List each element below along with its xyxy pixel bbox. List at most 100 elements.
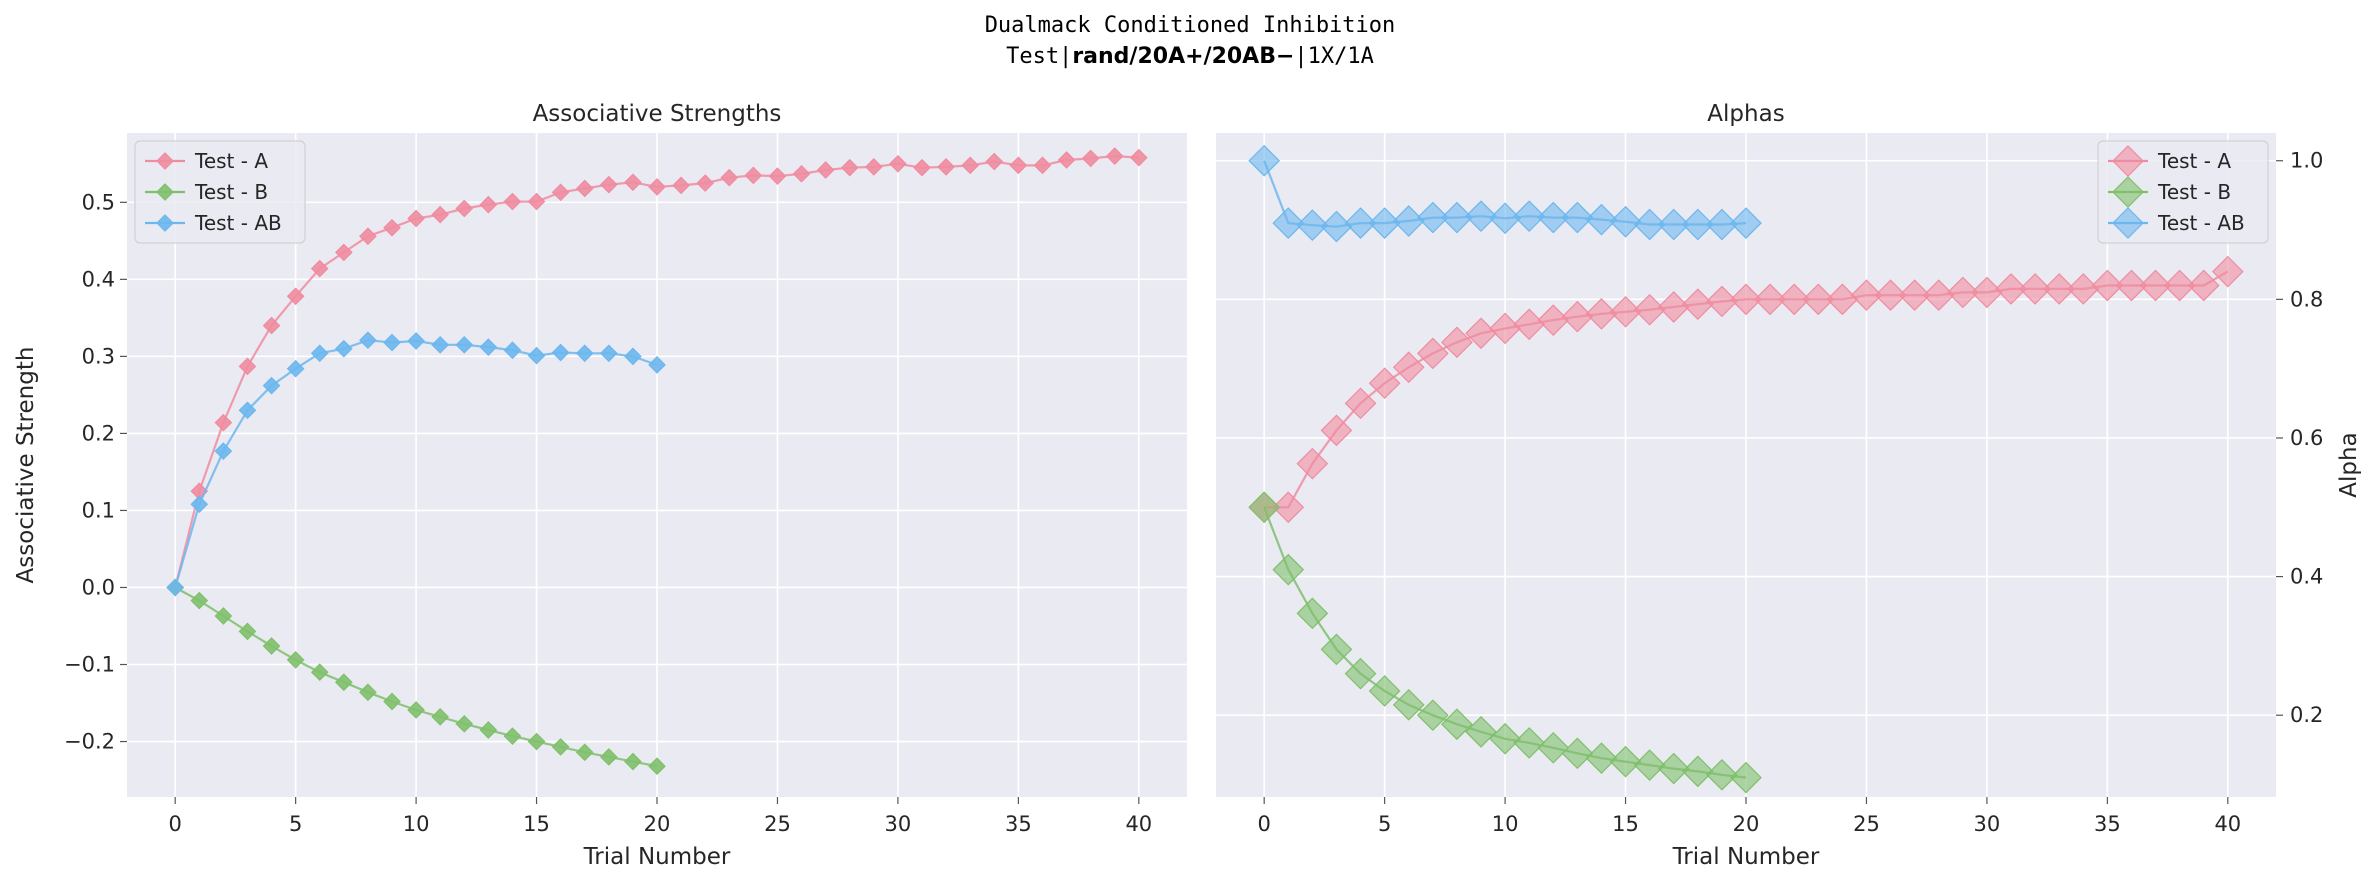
- x-tick-label: 10: [403, 812, 430, 836]
- data-point: Test - B (5, 0.235): [1368, 675, 1401, 707]
- data-point: Test - AB (6, 0.304): [310, 344, 329, 363]
- data-point: Test - AB (17, 0.304): [575, 344, 594, 363]
- y-axis-label: Associative Strength: [13, 347, 39, 584]
- x-tick-label: 35: [2094, 812, 2121, 836]
- panel-associative-strengths: 0 5 10 15 20 25 30 35 40 −0.2 −0.1 0.0 0.1 0.2 0.3 0.4 0…: [13, 101, 1187, 870]
- data-point: Test - AB (0, 0): [166, 578, 185, 597]
- panel-alphas: 0 5 10 15 20 25 30 35 40 0.2 0.4 0.6 0.8 1.0 Alphas Tri…: [1216, 101, 2362, 870]
- data-point: Test - B (10, 0.166): [1489, 722, 1521, 755]
- data-point: Test - B (4, 0.26): [1344, 657, 1377, 690]
- data-point: Test - B (13, 0.145): [1561, 737, 1594, 770]
- legend: Test - A Test - B Test - AB: [134, 140, 306, 244]
- x-axis-label: Trial Number: [1672, 844, 1820, 870]
- data-point: Test - B (1, 0.41): [1272, 553, 1305, 586]
- x-tick-label: 10: [1492, 812, 1519, 836]
- y-axis-label: Alpha: [2336, 432, 2362, 497]
- data-point: Test - A (28, 0.806): [1922, 279, 1955, 312]
- data-point: Test - B (10, -0.159): [407, 701, 425, 719]
- data-point: Test - A (37, 0.82): [2139, 269, 2172, 302]
- data-point: Test - B (4, -0.076): [262, 637, 281, 655]
- data-point: Test - A (4, 0.34): [262, 316, 281, 335]
- legend-item: Test - AB: [2108, 207, 2245, 239]
- data-point: Test - A (17, 0.789): [1657, 291, 1690, 323]
- data-point: Test - A (10, 0.479): [407, 209, 425, 228]
- legend-label: Test - A: [194, 149, 268, 173]
- y-tick-label: −0.2: [64, 730, 115, 754]
- data-point: Test - AB (16, 0.908): [1633, 208, 1666, 241]
- data-point: Test - A (22, 0.525): [696, 174, 715, 192]
- data-point: Test - AB (13, 0.312): [479, 338, 498, 356]
- data-point: Test - A (32, 0.815): [2019, 273, 2051, 305]
- data-point: Test - AB (13, 0.918): [1561, 201, 1594, 234]
- panel-title: Associative Strengths: [533, 101, 782, 127]
- data-point: Test - AB (12, 0.315): [455, 335, 474, 354]
- data-point: Test - A (35, 0.548): [1009, 156, 1028, 175]
- legend-marker: [2112, 207, 2144, 239]
- data-point: Test - B (19, -0.226): [624, 752, 642, 771]
- data-point: Test - A (27, 0.542): [816, 161, 835, 179]
- data-point: Test - A (13, 0.775): [1561, 300, 1594, 333]
- x-tick-label: 30: [885, 812, 912, 836]
- data-point: Test - B (8, -0.136): [359, 683, 377, 702]
- data-point: Test - AB (9, 0.92): [1465, 200, 1497, 233]
- x-tick-label: 20: [1733, 812, 1760, 836]
- legend-label: Test - AB: [194, 211, 282, 235]
- data-point: Test - A (19, 0.526): [624, 173, 642, 192]
- data-point: Test - AB (11, 0.92): [1513, 200, 1546, 233]
- data-point: Test - AB (15, 0.301): [527, 346, 546, 365]
- x-tick-label: 15: [523, 812, 550, 836]
- data-point: Test - B (16, 0.128): [1633, 749, 1666, 781]
- data-point: Test - AB (7, 0.31): [334, 339, 353, 358]
- data-point: Test - AB (10, 0.917): [1489, 202, 1521, 235]
- data-point: Test - A (5, 0.679): [1368, 367, 1401, 400]
- data-point: Test - A (2, 0.214): [214, 413, 233, 432]
- legend-label: Test - B: [194, 180, 268, 204]
- legend-item: Test - A: [2108, 145, 2231, 177]
- y-tick-label: 0.4: [2290, 565, 2323, 589]
- data-point: Test - B (7, 0.2): [1416, 699, 1449, 732]
- data-point: Test - A (23, 0.532): [720, 168, 739, 187]
- x-tick-label: 20: [644, 812, 671, 836]
- data-point: Test - A (8, 0.456): [359, 227, 377, 246]
- figure-title: Dualmack Conditioned Inhibition: [985, 13, 1396, 38]
- data-point: Test - B (14, 0.138): [1585, 742, 1618, 775]
- data-point: Test - A (28, 0.545): [840, 158, 859, 177]
- data-point: Test - A (35, 0.82): [2091, 269, 2124, 302]
- data-point: Test - A (32, 0.546): [937, 158, 955, 176]
- data-point: Test - A (16, 0.785): [1633, 293, 1666, 326]
- legend-item: Test - A: [145, 149, 268, 173]
- data-point: Test - AB (11, 0.315): [431, 335, 450, 354]
- data-point: Test - AB (19, 0.908): [1706, 208, 1738, 241]
- y-tick-label: 0.4: [82, 267, 115, 291]
- data-point: Test - AB (1, 0.91): [1272, 207, 1305, 239]
- data-point: Test - B (18, 0.119): [1681, 755, 1714, 788]
- data-point: Test - B (19, 0.114): [1706, 758, 1738, 791]
- x-tick-label: 5: [1378, 812, 1391, 836]
- legend-item: Test - B: [145, 180, 268, 204]
- legend-label: Test - B: [2157, 180, 2231, 204]
- data-point: Test - A (20, 0.8): [1730, 283, 1762, 316]
- data-point: Test - A (7, 0.722): [1416, 337, 1449, 370]
- data-point: Test - AB (19, 0.3): [624, 347, 642, 366]
- data-point: Test - A (3, 0.287): [238, 357, 257, 376]
- data-point: Test - A (38, 0.557): [1081, 149, 1100, 168]
- data-point: Test - A (16, 0.513): [551, 183, 570, 202]
- data-point: Test - B (11, -0.168): [431, 708, 450, 726]
- data-point: Test - A (1, 0.5): [1272, 491, 1305, 524]
- data-point: Test - A (8, 0.738): [1441, 326, 1473, 359]
- data-point: Test - B (17, 0.123): [1657, 752, 1690, 785]
- data-point: Test - A (39, 0.56): [1105, 147, 1124, 165]
- legend-label: Test - AB: [2157, 211, 2245, 235]
- data-point: Test - A (29, 0.546): [864, 158, 883, 176]
- data-point: Test - A (3, 0.611): [1320, 414, 1353, 447]
- data-point: Test - A (25, 0.806): [1850, 279, 1883, 312]
- data-point: Test - A (38, 0.82): [2163, 269, 2196, 302]
- legend-box: [134, 140, 306, 244]
- legend: Test - A Test - B Test - AB: [2097, 140, 2269, 244]
- x-tick-label: 30: [1974, 812, 2001, 836]
- data-point: Test - AB (0, 1): [1248, 144, 1281, 177]
- data-point: Test - AB (12, 0.918): [1537, 201, 1570, 234]
- legend-label: Test - A: [2157, 149, 2231, 173]
- data-point: Test - A (37, 0.555): [1057, 151, 1076, 169]
- data-point: Test - A (34, 0.553): [985, 152, 1004, 171]
